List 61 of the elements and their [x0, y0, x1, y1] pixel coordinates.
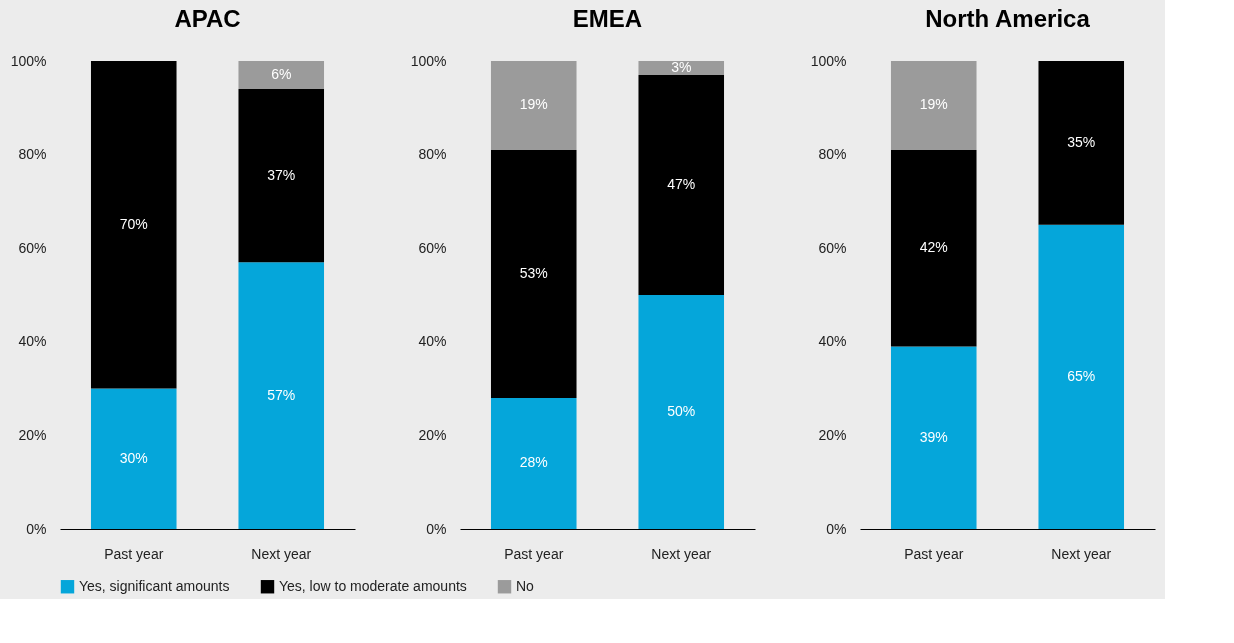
data-label: 53% — [519, 264, 548, 281]
bar — [238, 262, 325, 529]
bar — [890, 346, 977, 529]
data-label: 28% — [519, 454, 548, 471]
x-tick-label: Next year — [651, 545, 712, 562]
chart-title: EMEA — [572, 5, 643, 32]
y-tick-label: 100% — [410, 52, 447, 69]
legend-label: No — [516, 577, 535, 594]
data-label: 70% — [119, 215, 148, 232]
data-label: 37% — [267, 166, 296, 183]
bar — [490, 61, 577, 150]
y-tick-label: 0% — [426, 520, 447, 537]
data-label: 30% — [119, 449, 148, 466]
y-tick-label: 40% — [418, 333, 447, 350]
bar — [90, 61, 177, 389]
x-tick-label: Past year — [104, 545, 164, 562]
data-label: 42% — [919, 239, 948, 256]
bar — [238, 61, 325, 90]
bar — [638, 295, 725, 529]
bar — [490, 149, 577, 398]
y-tick-label: 60% — [818, 239, 847, 256]
bar — [1038, 224, 1125, 529]
bar — [890, 149, 977, 347]
y-tick-label: 80% — [818, 146, 847, 163]
bar — [490, 397, 577, 529]
data-label: 35% — [1067, 133, 1096, 150]
y-tick-label: 20% — [418, 426, 447, 443]
y-tick-label: 80% — [18, 146, 47, 163]
y-tick-label: 60% — [418, 239, 447, 256]
y-tick-label: 0% — [26, 520, 47, 537]
legend-label: Yes, significant amounts — [79, 577, 230, 594]
data-label: 39% — [919, 428, 948, 445]
x-tick-label: Past year — [504, 545, 564, 562]
data-label: 19% — [919, 96, 948, 113]
y-tick-label: 40% — [18, 333, 47, 350]
y-tick-label: 40% — [818, 333, 847, 350]
y-tick-label: 100% — [810, 52, 847, 69]
y-tick-label: 100% — [10, 52, 47, 69]
data-label: 65% — [1067, 367, 1096, 384]
data-label: 57% — [267, 386, 296, 403]
bar — [890, 61, 977, 150]
data-label: 6% — [271, 66, 292, 83]
y-tick-label: 0% — [826, 520, 847, 537]
bar — [1038, 61, 1125, 225]
data-label: 3% — [671, 59, 692, 76]
x-tick-label: Past year — [904, 545, 964, 562]
bar — [90, 388, 177, 529]
y-tick-label: 60% — [18, 239, 47, 256]
y-tick-label: 20% — [818, 426, 847, 443]
y-tick-label: 20% — [18, 426, 47, 443]
y-tick-label: 80% — [418, 146, 447, 163]
x-tick-label: Next year — [251, 545, 312, 562]
data-label: 47% — [667, 176, 696, 193]
bar — [638, 75, 725, 295]
data-label: 50% — [667, 403, 696, 419]
data-label: 19% — [519, 96, 548, 113]
chart-title: APAC — [174, 5, 241, 32]
x-tick-label: Next year — [1051, 545, 1112, 562]
legend-label: Yes, low to moderate amounts — [279, 577, 467, 594]
chart-title: North America — [925, 5, 1091, 32]
bar — [238, 89, 325, 263]
